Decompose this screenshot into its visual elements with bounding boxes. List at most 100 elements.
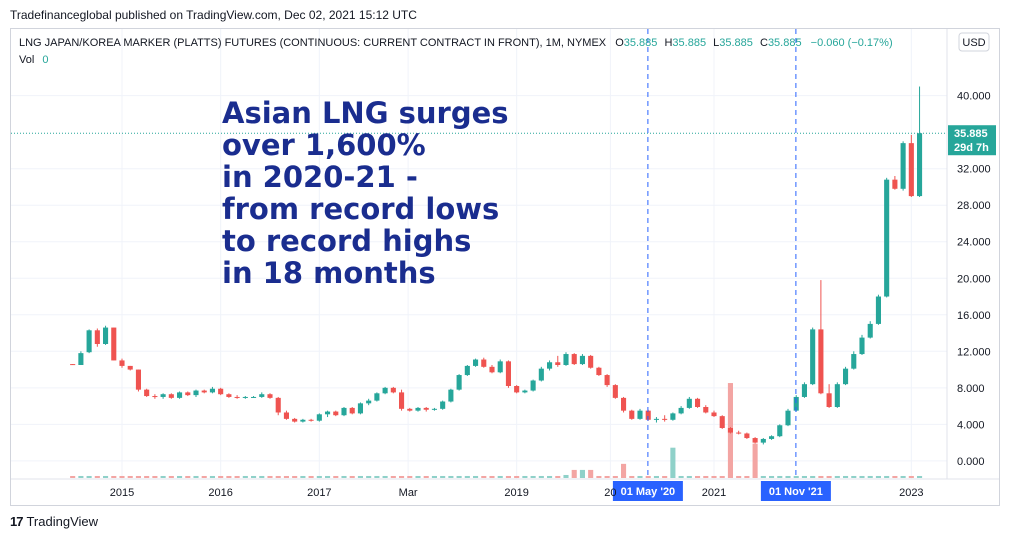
volume-bar [226,475,232,478]
volume-bar [456,475,462,478]
candle-body [736,432,742,434]
candle-body [563,354,569,365]
candle [70,364,76,366]
volume-bar [769,475,775,478]
candle-body [612,385,618,398]
candle [777,424,783,438]
candle [374,392,380,402]
candle [218,387,224,396]
candle-body [752,438,758,443]
candle [399,389,405,411]
crosshair-label: 01 May '20 [621,486,676,498]
volume-bar [152,475,158,478]
candle-body [859,337,865,355]
volume-value: 0 [42,54,48,66]
candle-body [168,394,174,398]
candle-body [875,296,881,324]
candle [530,379,536,392]
candle [514,385,520,394]
volume-bar [801,475,807,478]
volume-bar [514,475,520,478]
volume-bar [588,469,594,478]
volume-bar [399,475,405,478]
candle [473,358,479,367]
candle [259,392,265,398]
candle [662,415,668,422]
candle [843,366,849,386]
candle-body [489,366,495,373]
candle-body [793,396,799,411]
candle-body [218,388,224,395]
chart-frame[interactable]: 01 May '20 01 Nov '21 0.000 4.000 8.000 12.0… [10,28,1000,506]
candle [300,418,306,423]
candle-body [407,408,413,411]
annotation-line: to record highs [222,224,471,258]
volume-bar [185,475,191,478]
volume-bar [333,475,339,478]
candle-body [637,410,643,419]
volume-bar [629,475,635,478]
candle [390,386,396,394]
volume-bar [703,475,709,478]
candle [316,413,322,422]
volume-bar [111,475,117,478]
volume-bar [135,475,141,478]
candle-body [366,400,372,404]
candle [703,405,709,414]
candle [456,374,462,391]
candle-body [456,375,462,390]
volume-bar [851,475,857,478]
candlestick-chart[interactable]: 01 May '20 01 Nov '21 0.000 4.000 8.000 12.0… [11,29,999,505]
tradingview-footer[interactable]: 17 TradingView [10,514,98,529]
candle [308,418,314,422]
annotation-line: over 1,600% [222,128,426,162]
volume-bar [94,475,100,478]
x-tick-label: 2017 [307,487,331,499]
volume-bar [201,475,207,478]
candle-body [144,389,150,397]
candle-body [629,410,635,419]
candle-body [267,394,273,398]
candle-body [867,323,873,338]
volume-bar [678,475,684,478]
candle-body [316,414,322,421]
candle-body [94,330,100,344]
legend-open: 35.885 [624,37,658,49]
candle [135,369,141,392]
candle-body [777,425,783,437]
candle [103,325,109,345]
candle-body [719,416,725,428]
candle-body [801,384,807,397]
currency-button[interactable]: USD [958,32,990,52]
legend-open-label: O [615,37,624,49]
crosshair-layer: 01 May '20 01 Nov '21 [612,29,831,501]
volume-bar [596,475,602,478]
candle-body [325,411,331,415]
volume-bar [875,475,881,478]
candle [283,410,289,420]
candle-body [851,354,857,369]
volume-bar [818,475,824,478]
volume-bar [70,475,76,478]
annotation-line: in 18 months [222,256,436,290]
volume-bar [497,475,503,478]
candle [744,432,750,439]
volume-bar [251,475,257,478]
candle-body [884,179,890,297]
volume-bar [645,475,651,478]
candle [341,407,347,417]
candle [834,382,840,408]
volume-bar [670,447,676,478]
candle-body [464,365,470,376]
candle [621,396,627,413]
y-tick-label: 32.000 [957,164,991,176]
candle-body [399,392,405,409]
candle [168,393,174,399]
legend-high-label: H [664,37,672,49]
badge-price: 35.885 [954,128,988,140]
volume-bar [859,475,865,478]
volume-bar [662,475,668,478]
candle-body [686,398,692,408]
candle-body [349,407,355,414]
candle-body [119,360,125,366]
